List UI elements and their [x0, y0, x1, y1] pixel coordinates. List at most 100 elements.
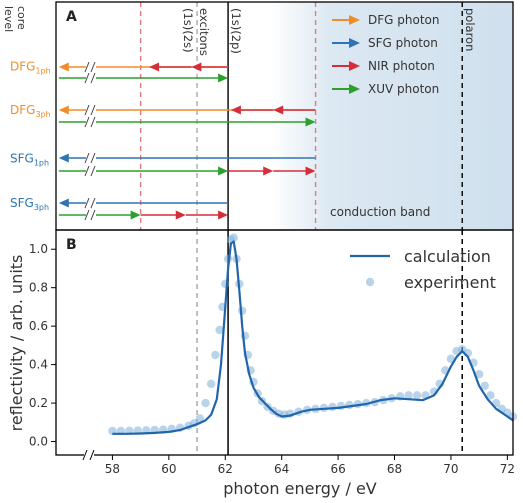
- panel-b-label: B: [66, 237, 77, 253]
- arrow-head: [305, 166, 316, 176]
- legend-experiment-swatch: [365, 277, 375, 287]
- break-slash: [90, 209, 96, 221]
- legend-calculation-label: calculation: [404, 247, 491, 266]
- break-gap: [86, 209, 96, 221]
- experiment-point: [328, 402, 337, 412]
- x-tick-label: 60: [161, 462, 176, 476]
- conduction-band-shading: [270, 2, 513, 230]
- panel-a-label: A: [66, 9, 77, 25]
- experiment-point: [201, 398, 210, 408]
- x-tick-label: 72: [500, 462, 515, 476]
- break-slash: [90, 116, 96, 128]
- break-slash: [90, 61, 96, 73]
- y-tick-label: 0.8: [29, 281, 48, 295]
- legend-swatch-head: [349, 38, 360, 48]
- experiment-point: [474, 370, 484, 379]
- break-gap: [84, 451, 94, 459]
- break-slash: [84, 165, 90, 177]
- panel-b: 58 60 62 64 66 68 70 72 0.0 0.2 0.4 0.6 0.8 1.0 B ph…: [7, 229, 518, 498]
- break-slash: [89, 449, 95, 461]
- break-slash: [90, 72, 96, 84]
- arrow-head: [273, 105, 284, 115]
- arrow-head: [218, 166, 229, 176]
- arrow-head: [58, 198, 69, 208]
- x-tick-label: 62: [218, 462, 233, 476]
- axis-break-mark: [82, 449, 95, 461]
- arrow-head: [305, 117, 316, 127]
- y-tick-label: 0.0: [29, 435, 48, 449]
- experiment-point: [229, 233, 238, 242]
- legend-experiment-label: experiment: [404, 273, 496, 292]
- transition-group: SFG3ph: [10, 196, 229, 221]
- transition-arrow: [58, 166, 229, 176]
- transition-arrow: [149, 62, 192, 72]
- break-slash: [84, 197, 90, 209]
- arrow-head: [58, 62, 69, 72]
- group-label: DFG3ph: [10, 103, 51, 119]
- x-tick-label: 64: [274, 462, 289, 476]
- panel-a-legend: DFG photon SFG photon NIR photon XUV photon: [332, 13, 439, 96]
- legend-swatch-head: [349, 15, 360, 25]
- excitons-label: excitons: [197, 8, 211, 56]
- break-gap: [86, 152, 96, 164]
- transition-arrow: [58, 198, 229, 208]
- experiment-point: [206, 379, 216, 389]
- x-tick-label: 58: [105, 462, 120, 476]
- arrow-head: [149, 62, 160, 72]
- panel-b-frame: [55, 229, 514, 456]
- legend-entry-calculation: calculation: [350, 247, 491, 266]
- break-slash: [84, 209, 90, 221]
- transition-group: DFG3ph: [10, 103, 316, 128]
- arrow-head: [130, 210, 141, 220]
- core-level-label-line-2: level: [2, 6, 15, 32]
- legend-swatch-head: [349, 84, 360, 94]
- transition-arrow: [273, 105, 316, 115]
- experiment-point: [412, 391, 422, 400]
- arrow-head: [175, 210, 186, 220]
- transition-arrow: [191, 62, 229, 72]
- break-gap: [86, 165, 96, 177]
- break-gap: [86, 116, 96, 128]
- experiment-point: [195, 414, 205, 423]
- legend-entry-experiment: experiment: [365, 273, 496, 292]
- panel-a-transition-rows: DFG1ph DFG3ph SFG1ph SFG3ph: [10, 60, 316, 221]
- x-tick-label: 68: [387, 462, 402, 476]
- arrow-head: [230, 105, 241, 115]
- arrow-head: [218, 73, 229, 83]
- x-tick-label: 70: [443, 462, 458, 476]
- legend-label: XUV photon: [368, 82, 439, 96]
- legend-entry: XUV photon: [332, 82, 439, 96]
- arrow-head: [58, 105, 69, 115]
- y-tick-label: 0.4: [29, 358, 48, 372]
- transition-arrow: [185, 210, 229, 220]
- experiment-point: [480, 381, 489, 390]
- state-label-1s2s: (1s)(2s): [181, 8, 195, 53]
- transition-arrow: [58, 210, 141, 220]
- break-gap: [86, 72, 96, 84]
- state-label-1s2p: (1s)(2p): [229, 8, 243, 54]
- panel-a: DFG1ph DFG3ph SFG1ph SFG3ph DFG photon SFG p…: [2, 1, 514, 231]
- conduction-band-label: conduction band: [330, 205, 430, 219]
- arrow-head: [218, 210, 229, 220]
- x-axis-ticks: 58 60 62 64 66 68 70 72: [105, 455, 515, 476]
- experiment-point: [486, 391, 495, 400]
- break-slash: [90, 152, 96, 164]
- legend-label: DFG photon: [368, 13, 439, 27]
- legend-entry: DFG photon: [332, 13, 439, 27]
- legend-label: NIR photon: [368, 59, 435, 73]
- transition-group: DFG1ph: [10, 60, 229, 84]
- legend-swatch-head: [349, 61, 360, 71]
- transition-arrow: [140, 210, 186, 220]
- panel-a-vertical-lines: [139, 2, 463, 230]
- experiment-point: [404, 391, 413, 400]
- x-tick-label: 66: [330, 462, 345, 476]
- y-tick-label: 0.6: [29, 319, 48, 333]
- y-axis-label: reflectivity / arb. units: [7, 255, 26, 432]
- y-axis-ticks: 0.0 0.2 0.4 0.6 0.8 1.0: [29, 242, 56, 449]
- legend-entry: NIR photon: [332, 59, 435, 73]
- break-gap: [86, 197, 96, 209]
- legend-label: SFG photon: [368, 36, 438, 50]
- transition-arrow: [58, 117, 316, 127]
- experiment-point: [211, 350, 220, 360]
